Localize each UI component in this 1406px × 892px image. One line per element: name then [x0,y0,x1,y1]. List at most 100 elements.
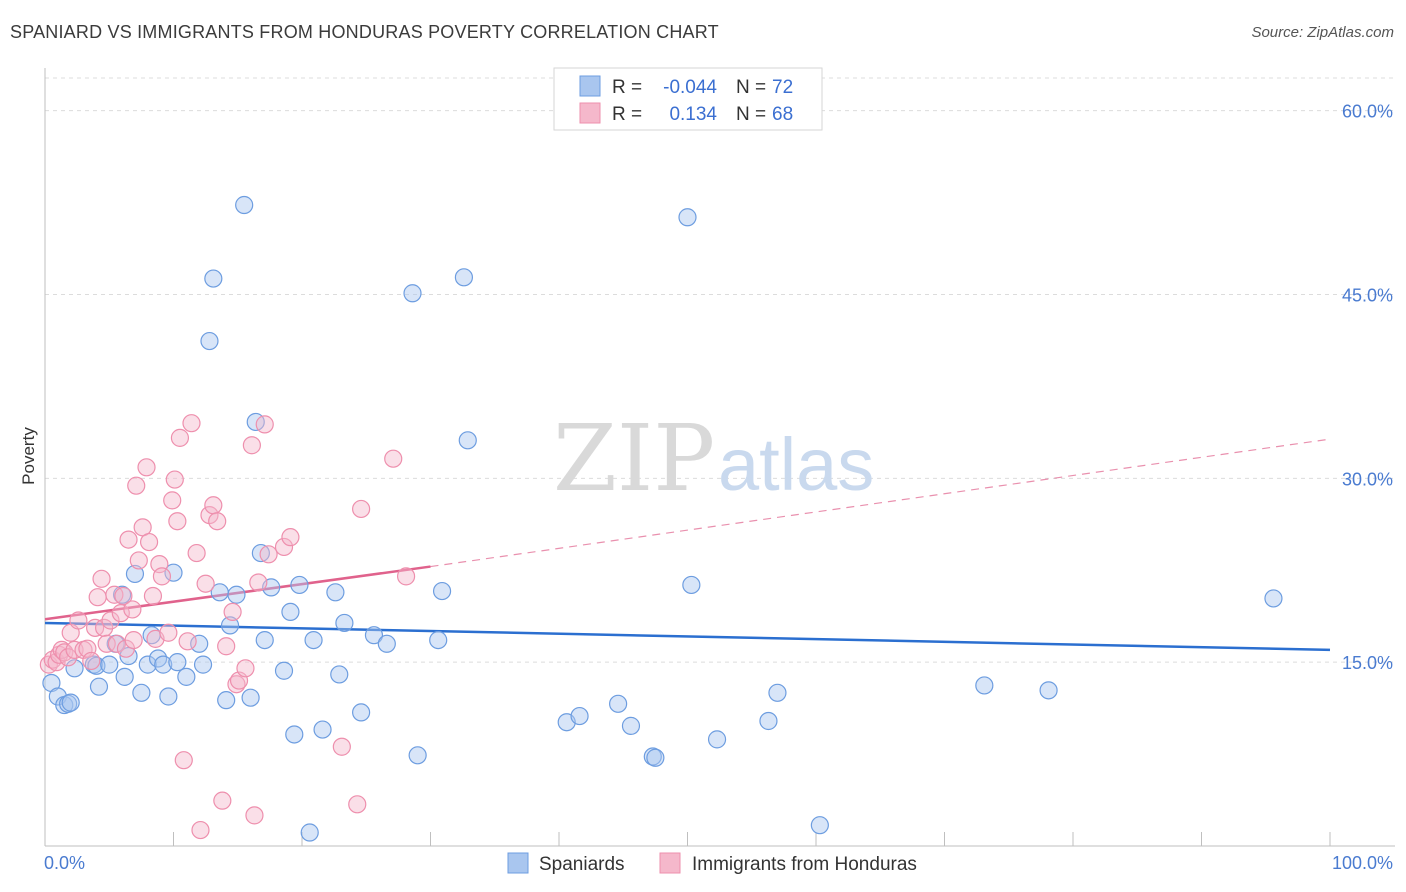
y-tick-label: 15.0% [1342,653,1393,673]
data-point [285,725,304,744]
data-point [570,706,589,726]
data-point [300,823,319,842]
data-point [182,414,201,433]
data-point [217,691,236,710]
data-point [290,575,309,595]
legend-swatch-spaniards [579,75,601,97]
series-legend-swatch-honduras [659,852,681,874]
data-point [114,586,133,606]
chart-title: SPANIARD VS IMMIGRANTS FROM HONDURAS POV… [10,22,719,42]
x-tick-label-min: 0.0% [44,853,85,873]
correlation-legend: R = -0.044 N = 72 R = 0.134 N = 68 [553,67,823,131]
data-point [125,564,145,584]
data-point [164,563,183,582]
data-point [127,476,146,495]
data-point [191,820,210,840]
data-point [403,284,422,303]
data-point [235,195,254,215]
data-point [59,648,78,667]
data-point [119,530,138,549]
data-point [204,496,223,515]
data-point [810,816,829,835]
data-point [208,512,227,531]
data-point [152,567,172,586]
data-point [227,585,246,604]
trend-lines [44,438,1331,652]
data-point [274,537,294,557]
data-point [129,551,148,570]
data-point [112,585,132,604]
trend-line-honduras-extension [430,438,1331,568]
data-point [159,623,178,642]
series-legend-label-honduras: Immigrants from Honduras [692,854,917,875]
data-point [326,583,345,602]
data-point [377,634,396,653]
data-point [159,687,178,706]
data-point [88,588,107,607]
data-point [143,586,163,606]
data-point [1264,589,1283,608]
legend-n-value-1: 68 [772,104,793,125]
data-point [69,611,88,630]
y-axis-title: Poverty [19,427,38,485]
data-point [255,415,274,434]
data-point [281,528,300,547]
x-tick-labels: 0.0% 100.0% [44,853,1393,873]
data-point [274,661,294,680]
data-point [1039,681,1058,700]
series-legend-swatch-spaniards [507,852,529,874]
data-point [139,532,159,552]
watermark-zip: ZIP [553,405,715,512]
watermark: ZIP atlas [553,405,874,512]
series-legend-label-spaniards: Spaniards [539,854,625,875]
watermark-atlas: atlas [718,423,874,506]
data-point [352,499,371,519]
data-point [682,575,701,595]
data-point [65,659,84,678]
data-point [335,613,354,633]
legend-r-value-1: 0.134 [669,104,717,125]
data-point [82,651,101,671]
data-point [137,458,156,477]
data-point [95,618,114,637]
data-point [281,602,300,622]
data-point [200,331,219,351]
data-point [190,634,209,653]
data-point [204,269,223,288]
data-point [330,665,349,684]
data-point [768,683,787,702]
data-point [408,746,427,765]
data-point [249,573,268,592]
data-point [132,683,151,702]
data-point [223,602,242,622]
data-point [384,449,403,468]
data-point [454,268,474,287]
data-point [97,634,116,653]
data-point [100,655,119,674]
source-label: Source: ZipAtlas.com [1251,24,1394,41]
data-point [364,626,384,645]
y-tick-labels: 15.0% 30.0% 45.0% 60.0% [1342,102,1393,674]
data-point [609,694,628,713]
points-honduras [39,414,416,840]
data-point [174,751,193,770]
data-point [678,208,697,227]
data-point [170,428,190,447]
data-point [115,667,134,686]
data-point [124,630,143,650]
axes [44,68,1395,847]
data-point [332,737,351,756]
data-point [313,720,332,739]
data-point [432,581,452,601]
data-point [163,491,182,510]
y-tick-label: 60.0% [1342,102,1393,122]
data-point [168,653,187,672]
gridlines [45,77,1395,663]
data-point [87,656,106,675]
data-point [196,574,215,593]
data-point [304,630,323,650]
trend-line-spaniards [44,621,1331,652]
data-point [187,543,206,563]
data-point [429,630,448,650]
legend-r-label-0: R = [612,77,642,98]
